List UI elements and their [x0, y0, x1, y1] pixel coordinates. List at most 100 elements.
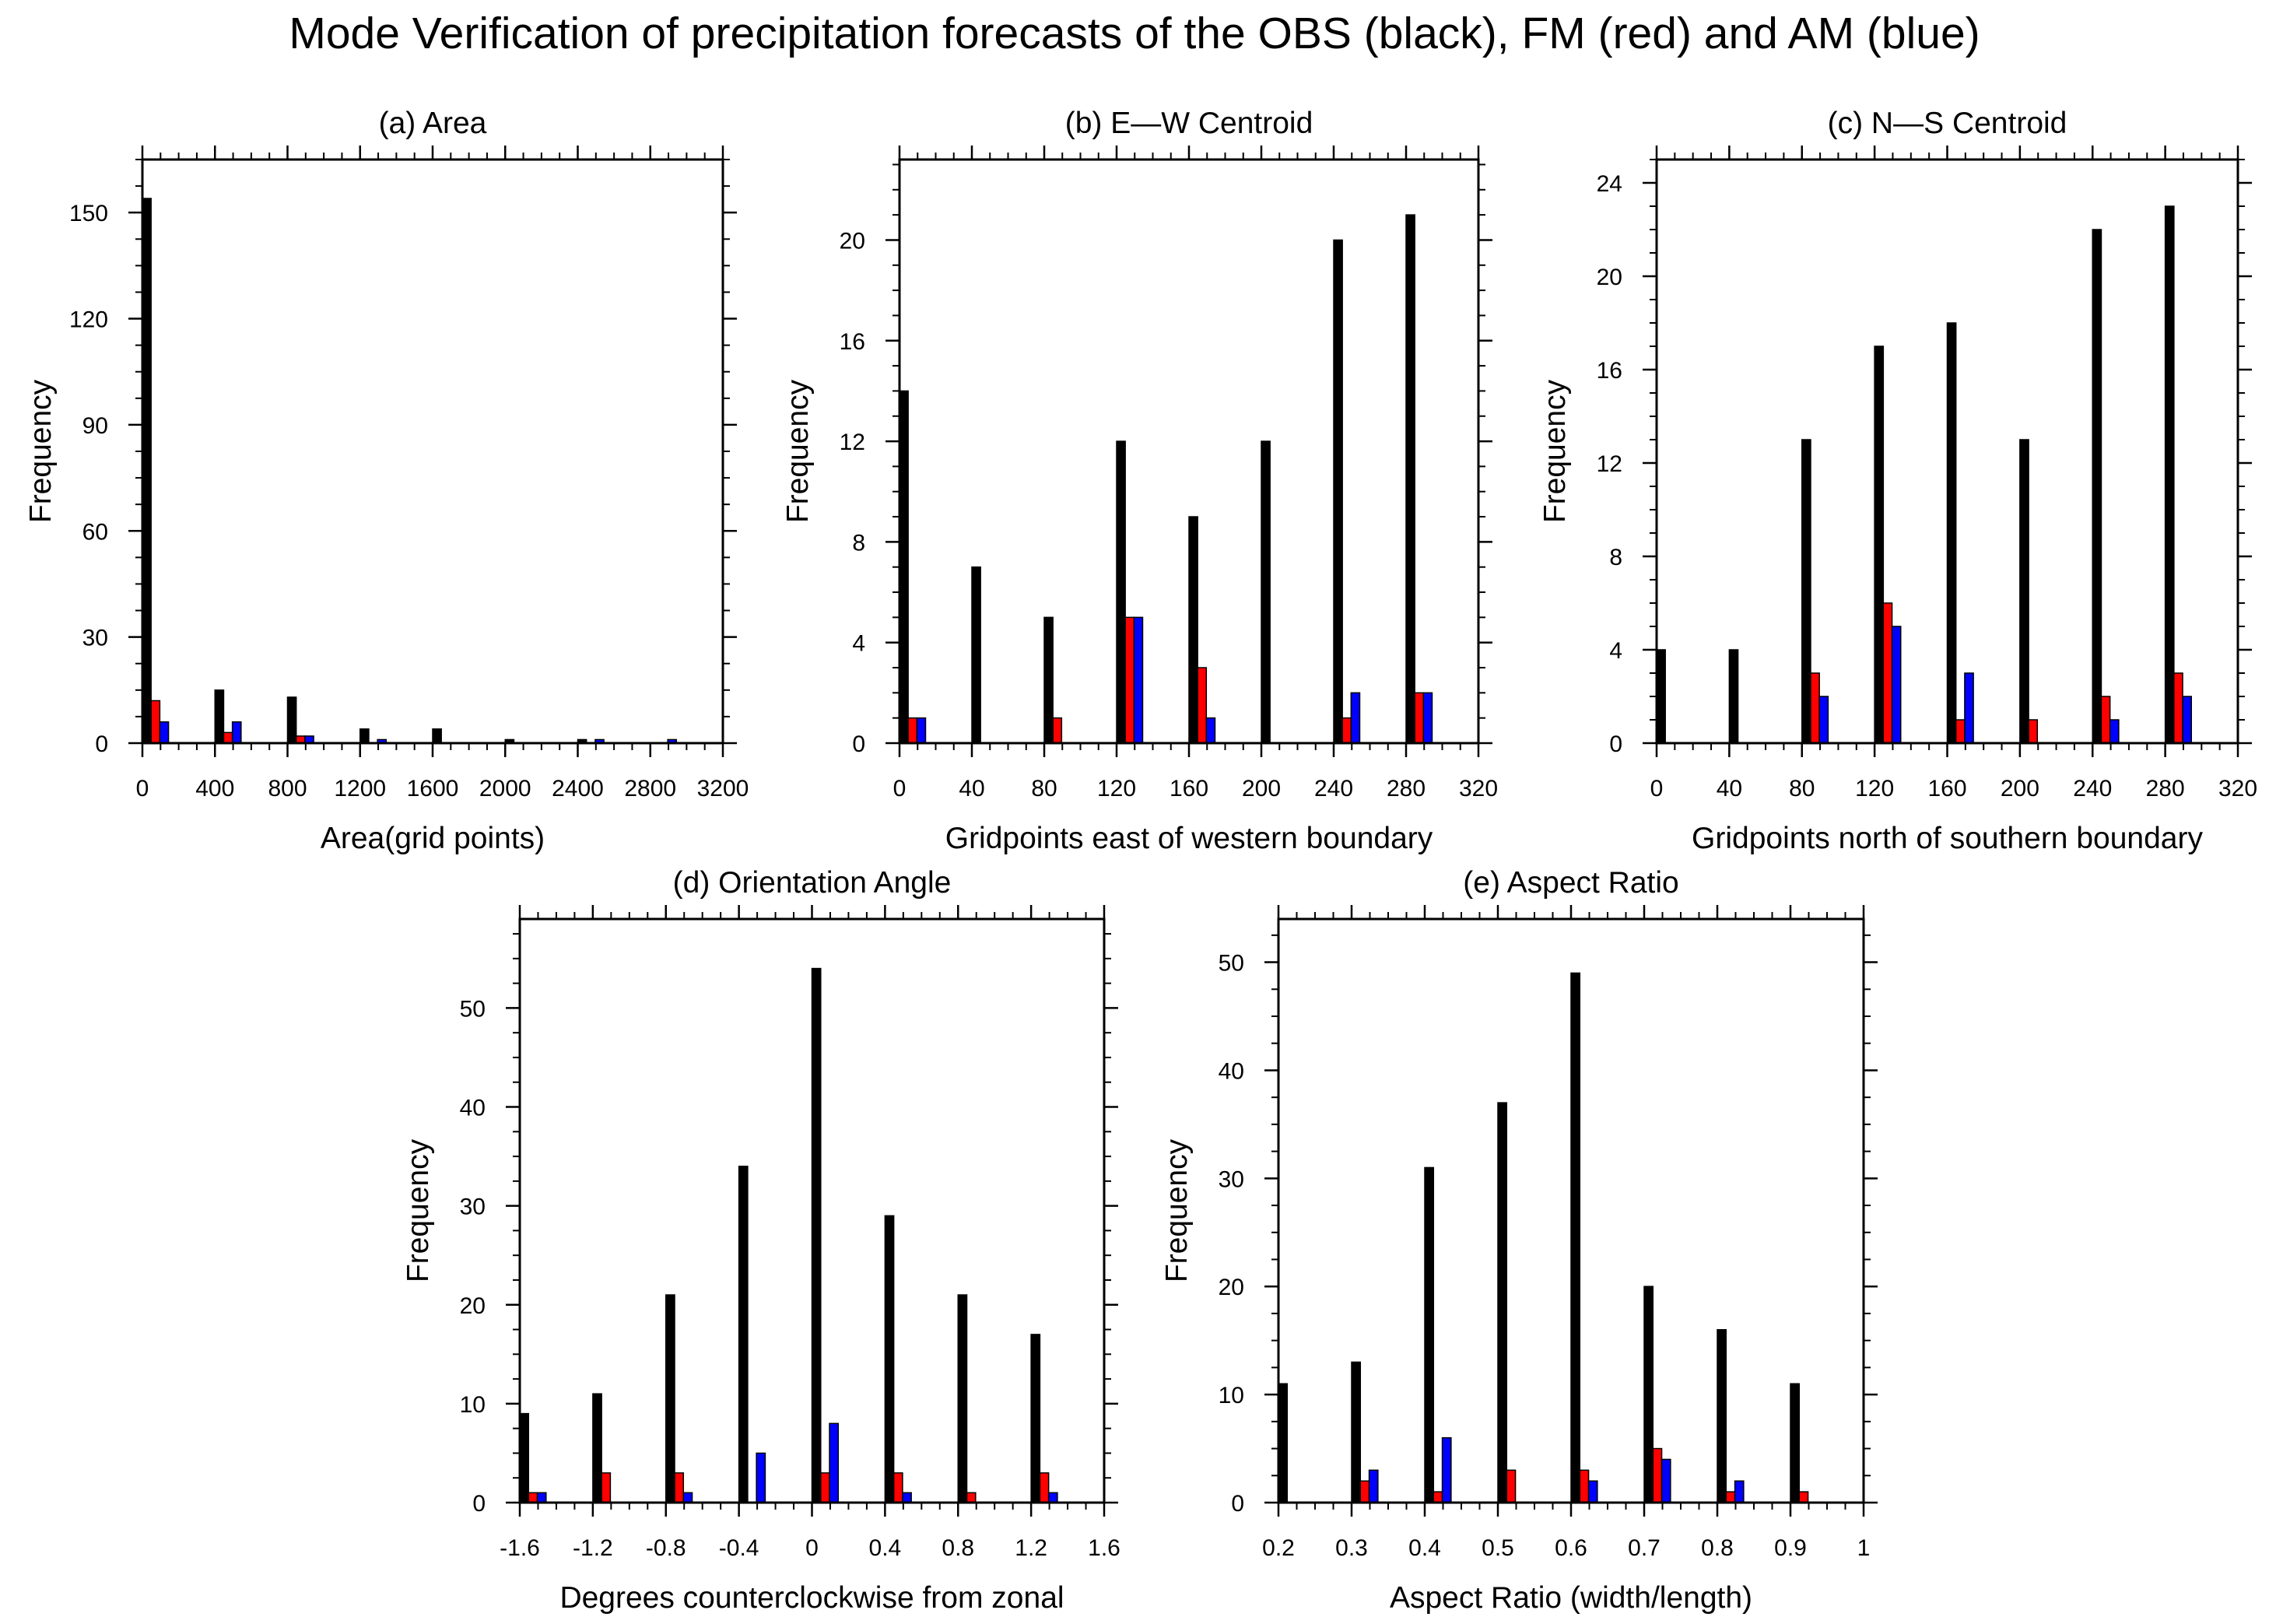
chart-panel-5: 0.2 0.3 0.4 0.5 0.6 0.7 0.8 0.9 101020304050(e) …	[1160, 866, 1878, 1615]
y-tick-label: 20	[840, 228, 865, 254]
bar-fm	[1506, 1469, 1517, 1503]
chart-panel-2: 0 40 80 120 160 200 240 280 320 0 4 8 12 16 20 (b) E—W …	[781, 107, 1498, 855]
panel-title: (a) Area	[379, 107, 487, 140]
y-axis-label: Frequency	[781, 379, 815, 523]
bar-am	[1047, 1492, 1058, 1503]
bar-obs	[359, 728, 370, 744]
x-tick-label: 120	[1855, 776, 1894, 801]
bar-obs	[1424, 1166, 1435, 1503]
bar-am	[1587, 1480, 1598, 1503]
y-tick-label: 60	[82, 519, 108, 545]
x-axis-label: Area(grid points)	[321, 822, 545, 855]
bar-obs	[1728, 649, 1739, 744]
bar-obs	[1643, 1286, 1654, 1503]
bar-obs	[957, 1294, 968, 1503]
bar-fm	[1359, 1480, 1370, 1503]
bar-fm	[1955, 719, 1966, 744]
chart-panel-3: 0 40 80 120 160 200 240 280 320 0 4 8 12 16 20 24 (c) N—…	[1538, 107, 2257, 855]
bar-am	[231, 721, 242, 744]
y-axis-label: Frequency	[1538, 379, 1572, 523]
x-tick-label: 160	[1927, 776, 1966, 801]
bar-obs	[1874, 345, 1885, 744]
bar-obs	[2019, 439, 2029, 744]
bar-fm	[907, 717, 918, 744]
bar-obs	[811, 967, 822, 1503]
bar-obs	[1278, 1383, 1289, 1503]
bar-fm	[2173, 672, 2183, 744]
x-tick-label: 0.3	[1335, 1535, 1368, 1561]
bar-am	[159, 721, 170, 744]
y-tick-label: 20	[1219, 1275, 1244, 1300]
bar-fm	[150, 700, 161, 744]
y-tick-label: 30	[460, 1194, 486, 1220]
bar-am	[902, 1492, 912, 1503]
x-tick-label: 80	[1789, 776, 1815, 801]
bar-obs	[1790, 1383, 1801, 1503]
x-tick-label: 320	[1459, 776, 1498, 801]
x-tick-label: 0.6	[1555, 1535, 1587, 1561]
x-tick-label: 240	[2073, 776, 2112, 801]
bar-fm	[966, 1492, 977, 1503]
x-tick-label: 0.5	[1482, 1535, 1514, 1561]
bar-am	[829, 1422, 840, 1503]
bar-obs	[2092, 229, 2102, 744]
bar-fm	[1197, 667, 1208, 744]
bar-am	[2109, 719, 2120, 744]
x-tick-label: 0.9	[1774, 1535, 1807, 1561]
x-tick-label: 1200	[334, 776, 386, 801]
y-tick-label: 0	[95, 731, 108, 757]
y-tick-label: 10	[1219, 1383, 1244, 1408]
x-tick-label: 1600	[407, 776, 459, 801]
x-tick-label: 0	[136, 776, 149, 801]
x-tick-label: 0	[1650, 776, 1664, 801]
bar-fm	[674, 1472, 685, 1503]
y-tick-label: 90	[82, 413, 108, 439]
y-tick-label: 4	[852, 631, 865, 657]
bar-fm	[820, 1472, 830, 1503]
x-tick-label: 1	[1857, 1535, 1871, 1561]
y-tick-label: 40	[460, 1096, 486, 1121]
bar-fm	[223, 731, 233, 744]
x-tick-label: 1.2	[1015, 1535, 1047, 1561]
panel-title: (c) N—S Centroid	[1828, 107, 2067, 140]
x-axis-label: Degrees counterclockwise from zonal	[559, 1581, 1064, 1615]
x-tick-label: -1.2	[573, 1535, 613, 1561]
x-tick-label: 0.8	[942, 1535, 974, 1561]
y-tick-label: 24	[1597, 171, 1622, 197]
y-tick-label: 12	[840, 430, 865, 455]
bar-am	[1891, 626, 1902, 744]
y-axis-label: Frequency	[1160, 1138, 1194, 1282]
bar-obs	[1717, 1329, 1727, 1503]
bar-fm	[1810, 672, 1820, 744]
bar-fm	[1341, 717, 1352, 744]
x-tick-label: 0.8	[1701, 1535, 1734, 1561]
chart-panel-4: -1.6 -1.2 -0.8 -0.4 0 0.4 0.8 1.2 1.6 0 10 20 30 40 50…	[402, 866, 1120, 1615]
bar-obs	[1351, 1361, 1362, 1503]
bar-am	[1964, 672, 1974, 744]
figure-title: Mode Verification of precipitation forec…	[289, 9, 1980, 58]
bar-obs	[432, 728, 442, 744]
x-tick-label: 2400	[552, 776, 604, 801]
bar-fm	[1433, 1491, 1443, 1503]
y-tick-label: 0	[472, 1491, 486, 1517]
bar-fm	[528, 1492, 538, 1503]
x-tick-label: -0.8	[646, 1535, 686, 1561]
bar-am	[1734, 1480, 1745, 1503]
x-tick-label: 0.4	[869, 1535, 902, 1561]
bar-obs	[1030, 1334, 1041, 1503]
bar-obs	[142, 198, 152, 744]
bar-obs	[286, 696, 297, 744]
y-tick-label: 10	[460, 1392, 486, 1418]
panel-title: (d) Orientation Angle	[673, 866, 952, 900]
bar-obs	[214, 689, 225, 744]
x-axis-label: Gridpoints east of western boundary	[945, 822, 1433, 855]
y-tick-label: 0	[1231, 1491, 1244, 1517]
y-tick-label: 50	[1219, 951, 1244, 977]
bar-am	[682, 1492, 693, 1503]
x-tick-label: 0	[893, 776, 907, 801]
bar-obs	[1656, 649, 1666, 744]
bar-am	[1368, 1469, 1379, 1503]
bar-obs	[1188, 516, 1198, 744]
y-tick-label: 8	[852, 530, 865, 556]
